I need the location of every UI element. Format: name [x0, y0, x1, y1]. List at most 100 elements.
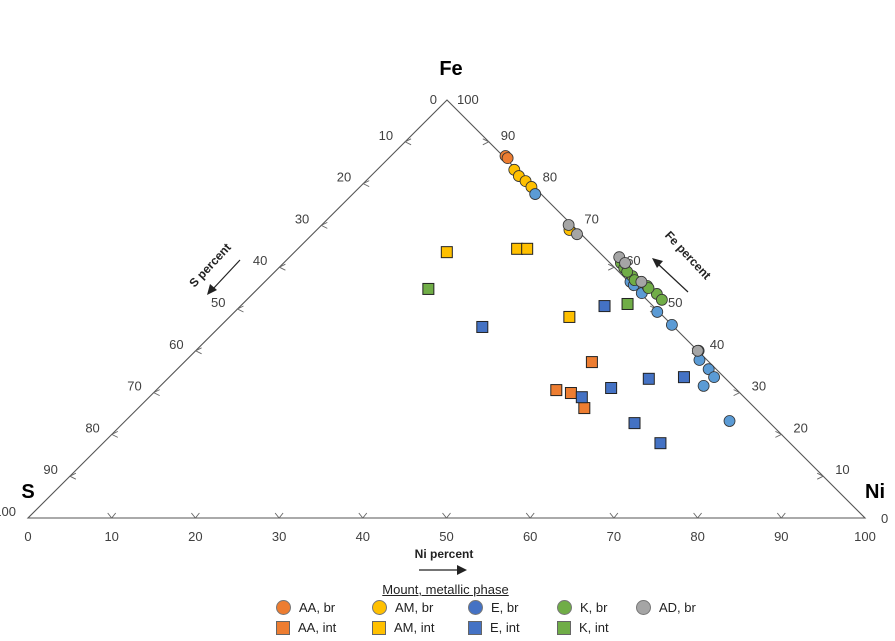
- tick-ni: [107, 512, 117, 519]
- point-aa-int: [578, 402, 591, 415]
- tick-label-fe: 50: [668, 295, 682, 310]
- tick-label-s: 90: [43, 462, 57, 477]
- square-marker-icon: [276, 620, 290, 635]
- legend-label: AA, br: [299, 600, 336, 615]
- point-ad-br: [635, 275, 648, 288]
- legend-item-e-br: E, br: [468, 600, 518, 615]
- point-aa-int: [550, 384, 563, 397]
- point-am-int: [521, 242, 534, 255]
- circle-marker-icon: [636, 600, 651, 615]
- legend-label: AA, int: [298, 620, 337, 635]
- tick-label-ni: 60: [523, 529, 537, 544]
- tick-label-s: 40: [253, 253, 267, 268]
- tick-labels: 0001010102020203030304040405050506060607…: [0, 92, 888, 544]
- tick-label-s: 80: [85, 420, 99, 435]
- tick-ni: [609, 512, 619, 519]
- tick-ni: [693, 512, 702, 519]
- arrow-ni: [419, 565, 467, 575]
- tick-label-ni: 100: [854, 529, 876, 544]
- tick-label-fe: 100: [457, 92, 479, 107]
- point-e-br: [708, 371, 720, 384]
- tick-ni: [274, 512, 284, 519]
- point-k-int: [422, 282, 435, 295]
- point-e-int: [575, 391, 588, 404]
- tick-s: [320, 221, 328, 229]
- legend-item-aa-br: AA, br: [276, 600, 335, 615]
- tick-fe: [775, 430, 783, 438]
- point-aa-int: [585, 356, 598, 369]
- axis-label-s: S percent: [186, 240, 234, 290]
- tick-label-ni: 10: [104, 529, 118, 544]
- point-e-int: [598, 300, 611, 313]
- legend-label: E, br: [491, 600, 519, 615]
- square-marker-icon: [372, 620, 386, 635]
- tick-label-ni: 0: [24, 529, 31, 544]
- tick-s: [68, 472, 77, 480]
- circle-marker-icon: [468, 600, 483, 615]
- tick-ni: [776, 512, 786, 519]
- legend-row-phase-int: AA, int AM, int E, int K, int: [0, 617, 895, 637]
- vertex-label-s: S: [21, 481, 34, 503]
- legend-item-am-br: AM, br: [372, 600, 433, 615]
- point-am-int: [511, 242, 524, 255]
- tick-label-fe: 30: [752, 379, 766, 394]
- legend: Mount, metallic phase AA, br AM, br E, br K…: [0, 582, 895, 637]
- point-e-int: [654, 437, 667, 450]
- tick-label-s: 70: [127, 379, 141, 394]
- legend-label: AD, br: [659, 600, 696, 615]
- point-am-int: [563, 310, 576, 323]
- circle-marker-icon: [372, 600, 387, 615]
- tick-label-ni: 40: [356, 529, 370, 544]
- tick-label-fe: 70: [584, 211, 598, 226]
- tick-label-ni: 20: [188, 529, 202, 544]
- tick-label-s: 60: [169, 337, 183, 352]
- legend-title: Mount, metallic phase: [382, 582, 509, 597]
- tick-fe: [607, 263, 616, 271]
- tick-s: [278, 263, 286, 271]
- point-e-br: [529, 188, 542, 200]
- tick-label-fe: 20: [793, 420, 807, 435]
- tick-fe: [816, 472, 825, 480]
- tick-label-fe: 40: [710, 337, 724, 352]
- tick-label-ni: 30: [272, 529, 286, 544]
- axis-label-fe: Fe percent: [662, 228, 714, 282]
- point-e-br: [697, 380, 710, 392]
- circle-marker-icon: [557, 600, 572, 615]
- square-marker-icon: [468, 620, 482, 635]
- tick-s: [362, 180, 370, 188]
- tick-label-fe: 10: [835, 462, 849, 477]
- axis-label-ni: Ni percent: [415, 547, 474, 561]
- point-e-int: [476, 320, 489, 333]
- point-e-br: [651, 306, 664, 318]
- legend-item-k-int: K, int: [557, 620, 609, 635]
- legend-label: K, br: [580, 600, 608, 615]
- point-k-br: [655, 293, 668, 306]
- arrow-fe: [652, 258, 689, 293]
- axis-title-fe: Fe percent: [652, 228, 714, 293]
- data-points: [422, 150, 736, 450]
- legend-item-k-br: K, br: [557, 600, 607, 615]
- point-am-int: [440, 246, 453, 259]
- tick-ni: [525, 512, 535, 519]
- point-k-int: [621, 297, 634, 310]
- tick-label-fe: 0: [881, 511, 888, 526]
- point-e-int: [642, 372, 655, 385]
- legend-label: E, int: [490, 620, 520, 635]
- legend-item-e-int: E, int: [468, 620, 520, 635]
- legend-item-ad-br: AD, br: [636, 600, 696, 615]
- point-e-int: [677, 371, 690, 384]
- tick-s: [404, 138, 412, 146]
- tick-label-ni: 90: [774, 529, 788, 544]
- tick-label-s: 30: [295, 211, 309, 226]
- tick-fe: [482, 138, 490, 146]
- tick-fe: [733, 389, 741, 397]
- tick-label-s: 50: [211, 295, 225, 310]
- legend-item-am-int: AM, int: [372, 620, 434, 635]
- point-ad-br: [562, 219, 575, 231]
- axis-title-ni: Ni percent: [415, 547, 474, 575]
- tick-label-ni: 70: [607, 529, 621, 544]
- point-ad-br: [691, 344, 704, 357]
- tick-ni: [358, 512, 368, 519]
- tick-s: [152, 389, 160, 397]
